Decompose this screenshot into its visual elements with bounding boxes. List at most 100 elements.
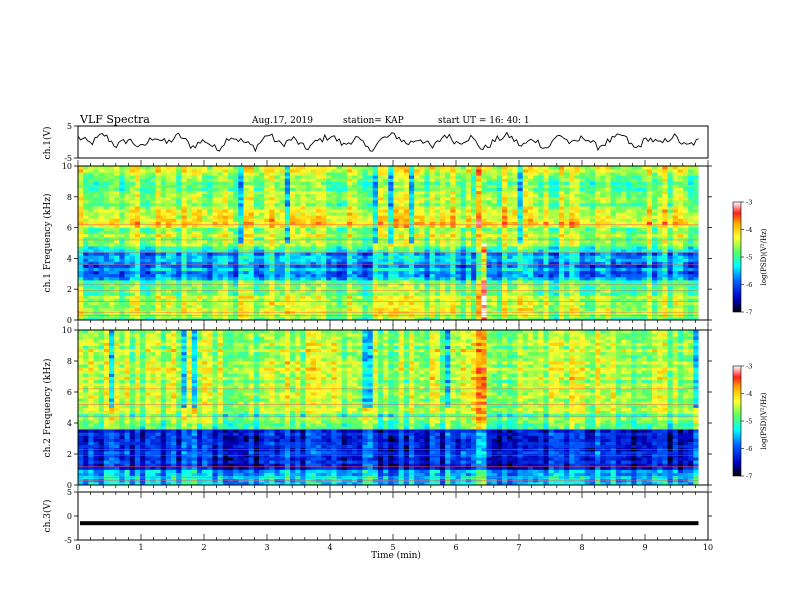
spectrogram-cell xyxy=(83,301,89,305)
spectrogram-cell xyxy=(83,292,89,296)
spectrogram-cell xyxy=(533,255,539,259)
spectrogram-cell xyxy=(134,279,141,284)
spectrogram-cell xyxy=(517,286,524,290)
spectrogram-cell xyxy=(455,206,462,210)
spectrogram-cell xyxy=(538,307,544,312)
spectrogram-cell xyxy=(362,292,368,296)
spectrogram-cell xyxy=(212,233,219,238)
spectrogram-cell xyxy=(248,230,255,235)
spectrogram-cell xyxy=(290,184,296,188)
spectrogram-cell xyxy=(527,172,534,176)
spectrogram-cell xyxy=(119,270,125,275)
spectrogram-cell xyxy=(548,249,555,253)
spectrogram-cell xyxy=(434,190,441,195)
spectrogram-cell xyxy=(388,224,394,228)
spectrogram-cell xyxy=(496,233,503,238)
spectrogram-cell xyxy=(465,202,472,207)
spectrogram-cell xyxy=(129,264,136,269)
spectrogram-cell xyxy=(88,243,94,247)
spectrogram-cell xyxy=(589,292,596,296)
spectrogram-cell xyxy=(352,264,358,269)
spectrogram-cell xyxy=(103,243,110,247)
spectrogram-cell xyxy=(274,199,281,204)
spectrogram-cell xyxy=(300,196,306,201)
spectrogram-cell xyxy=(186,258,193,262)
spectrogram-cell xyxy=(300,212,306,216)
spectrogram-cell xyxy=(419,221,425,225)
spectrogram-cell xyxy=(481,178,487,182)
spectrogram-cell xyxy=(238,273,244,278)
spectrogram-cell xyxy=(253,206,260,210)
spectrogram-cell xyxy=(471,212,477,216)
spectrogram-cell xyxy=(269,261,275,265)
spectrogram-cell xyxy=(579,249,586,253)
spectrogram-cell xyxy=(181,267,187,272)
spectrogram-cell xyxy=(233,298,239,302)
spectrogram-cell xyxy=(439,202,446,207)
spectrogram-cell xyxy=(103,246,110,250)
spectrogram-cell xyxy=(233,178,239,182)
spectrogram-cell xyxy=(393,212,400,216)
spectrogram-cell xyxy=(109,221,115,225)
spectrogram-cell xyxy=(558,236,565,241)
spectrogram-cell xyxy=(522,239,529,244)
spectrogram-cell xyxy=(414,181,420,185)
spectrogram-cell xyxy=(331,236,337,241)
spectrogram-cell xyxy=(548,295,555,299)
spectrogram-cell xyxy=(398,199,405,204)
spectrogram-cell xyxy=(455,215,462,219)
spectrogram-cell xyxy=(202,233,208,238)
spectrogram-cell xyxy=(341,166,348,170)
spectrogram-cell xyxy=(336,190,343,195)
spectrogram-cell xyxy=(274,286,281,290)
spectrogram-cell xyxy=(476,178,482,182)
spectrogram-cell xyxy=(460,316,467,321)
spectrogram-cell xyxy=(357,166,363,170)
spectrogram-cell xyxy=(238,190,244,195)
spectrogram-cell xyxy=(269,249,275,253)
spectrogram-cell xyxy=(548,169,555,173)
spectrogram-cell xyxy=(491,264,498,269)
spectrogram-cell xyxy=(315,206,322,210)
spectrogram-cell xyxy=(227,236,234,241)
spectrogram-cell xyxy=(419,193,425,198)
spectrogram-cell xyxy=(331,175,337,179)
spectrogram-cell xyxy=(533,212,539,216)
spectrogram-cell xyxy=(165,273,172,278)
spectrogram-cell xyxy=(165,227,172,232)
spectrogram-cell xyxy=(212,166,219,170)
spectrogram-cell xyxy=(502,279,508,284)
spectrogram-cell xyxy=(238,249,244,253)
spectrogram-cell xyxy=(574,178,581,182)
spectrogram-cell xyxy=(548,178,555,182)
spectrogram-cell xyxy=(227,239,234,244)
spectrogram-cell xyxy=(129,212,136,216)
spectrogram-cell xyxy=(171,233,177,238)
spectrogram-cell xyxy=(165,264,172,269)
spectrogram-cell xyxy=(165,190,172,195)
spectrogram-cell xyxy=(243,276,250,281)
spectrogram-cell xyxy=(196,304,203,309)
spectrogram-cell xyxy=(207,184,213,188)
spectrogram-cell xyxy=(450,169,456,173)
spectrogram-cell xyxy=(171,279,177,284)
spectrogram-cell xyxy=(290,292,296,296)
spectrogram-cell xyxy=(434,301,441,305)
spectrogram-cell xyxy=(362,218,368,222)
spectrogram-cell xyxy=(455,202,462,207)
spectrogram-cell xyxy=(119,187,125,192)
spectrogram-cell xyxy=(326,298,332,302)
spectrogram-cell xyxy=(212,252,219,256)
spectrogram-cell xyxy=(372,273,379,278)
spectrogram-cell xyxy=(181,212,187,216)
spectrogram-cell xyxy=(419,212,425,216)
spectrogram-cell xyxy=(455,169,462,173)
spectrogram-cell xyxy=(502,286,508,290)
spectrogram-cell xyxy=(191,246,198,250)
spectrogram-cell xyxy=(491,249,498,253)
spectrogram-cell xyxy=(481,196,487,201)
spectrogram-cell xyxy=(300,304,306,309)
spectrogram-cell xyxy=(419,202,425,207)
spectrogram-cell xyxy=(424,202,431,207)
spectrogram-cell xyxy=(227,252,234,256)
